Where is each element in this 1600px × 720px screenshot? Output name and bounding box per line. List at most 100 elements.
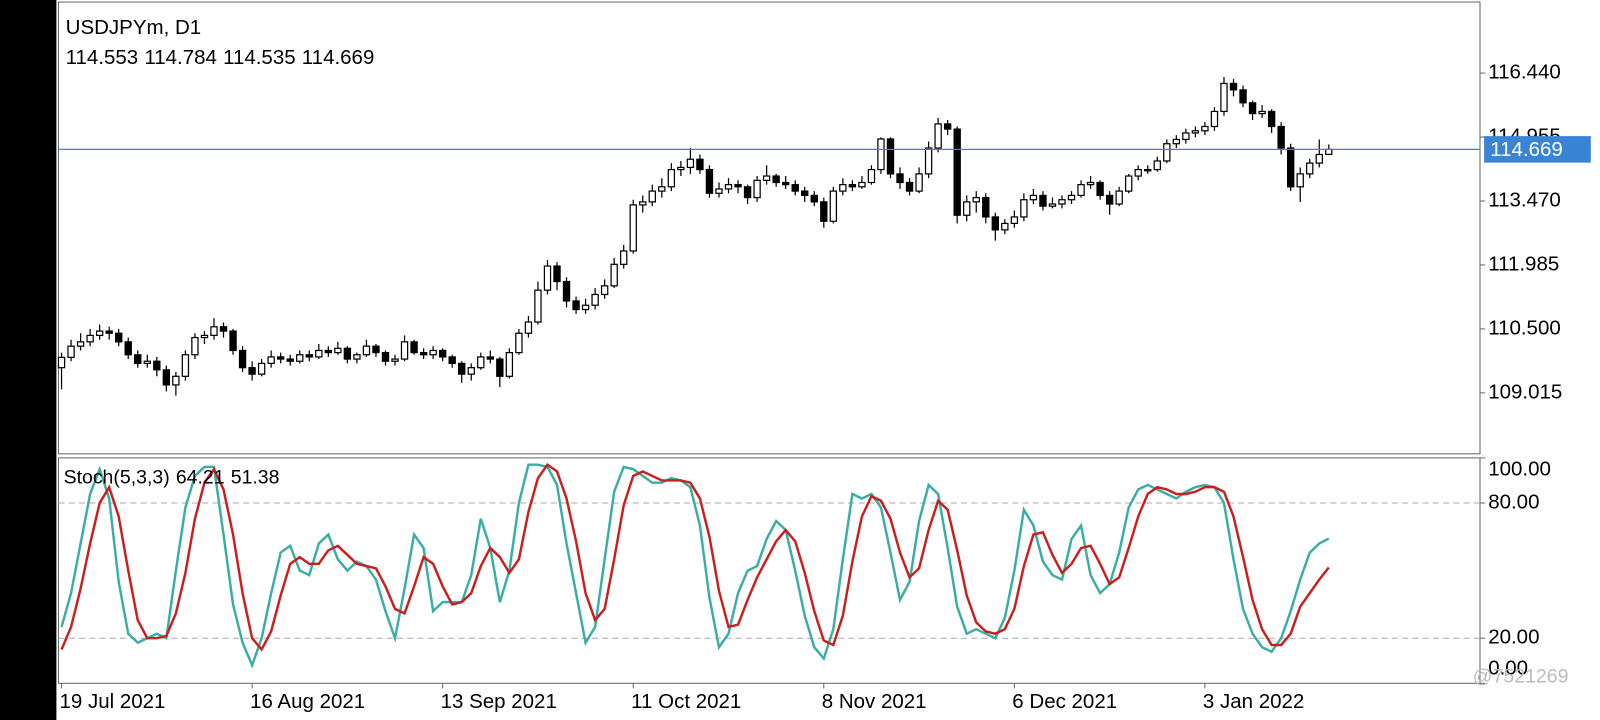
candle-body (372, 345, 380, 354)
candle-body (315, 349, 323, 358)
candle-body (686, 158, 695, 169)
candle-body (1029, 194, 1038, 201)
candle-body (1229, 82, 1238, 91)
candle-body (667, 168, 676, 188)
candle-body (591, 293, 599, 306)
candle-body (696, 158, 704, 171)
candle-body (343, 347, 352, 360)
x-tick-label: 11 Oct 2021 (631, 690, 741, 713)
candle-body (772, 175, 780, 184)
candle-body (105, 330, 113, 334)
candle-body (1020, 199, 1028, 218)
candle-body (705, 168, 714, 194)
candle-body (848, 184, 857, 188)
candle-body (734, 184, 742, 188)
candle-body (610, 263, 618, 287)
candle-body (677, 166, 685, 171)
candle-body (448, 356, 456, 364)
y-tick-label: 80.00 (1488, 490, 1539, 513)
candle-body (562, 280, 571, 302)
candle-body (791, 184, 799, 192)
candle-body (143, 360, 151, 364)
candle-body (1306, 162, 1314, 175)
candle-body (810, 194, 818, 203)
y-tick-label: 113.470 (1488, 188, 1561, 211)
candle-body (391, 358, 399, 362)
candle-body (429, 349, 437, 356)
candle-body (905, 181, 914, 192)
y-tick-label: 0.00 (1488, 656, 1528, 679)
candle-body (162, 369, 171, 386)
candle-body (629, 204, 637, 252)
candle-body (1248, 102, 1257, 115)
candle-body (1039, 194, 1047, 207)
x-tick-label: 13 Sep 2021 (441, 690, 557, 713)
candle-body (267, 356, 275, 364)
candle-body (1086, 181, 1095, 186)
candle-body (982, 196, 990, 218)
candle-body (896, 173, 904, 184)
candle-body (477, 356, 485, 369)
candle-body (219, 326, 228, 332)
candle-body (229, 330, 237, 352)
candle-body (820, 201, 828, 222)
candle-body (877, 138, 885, 171)
stoch-pane (57, 457, 1481, 684)
candle-body (467, 367, 475, 375)
candle-body (1210, 110, 1219, 128)
candle-body (886, 138, 895, 175)
candle-body (781, 181, 790, 186)
candle-body (1001, 222, 1009, 231)
candle-body (963, 201, 971, 216)
candle-body (1010, 216, 1019, 225)
candle-body (581, 304, 590, 311)
y-tick-label: 110.500 (1488, 316, 1561, 339)
candle-body (1267, 110, 1276, 128)
candle-body (600, 285, 609, 296)
candle-body (1258, 110, 1266, 115)
high-value: 114.784 (144, 47, 217, 70)
candle-body (1220, 82, 1228, 113)
candle-body (238, 349, 247, 369)
candle-body (153, 360, 161, 371)
watermark: @7521269 (1473, 665, 1569, 687)
candle-body (1115, 190, 1123, 205)
x-tick-label: 6 Dec 2021 (1012, 690, 1117, 713)
x-tick-label: 3 Jan 2022 (1203, 690, 1304, 713)
candle-body (334, 347, 342, 354)
candle-body (924, 147, 933, 175)
candle-body (505, 352, 514, 377)
candle-body (95, 330, 104, 336)
candle-body (400, 341, 409, 360)
y-tick-label: 111.985 (1488, 252, 1559, 275)
candle-body (1239, 89, 1247, 104)
candle-body (1286, 147, 1295, 188)
candle-body (1191, 130, 1200, 134)
candle-body (1144, 168, 1152, 172)
candle-body (553, 265, 561, 283)
candle-body (1134, 168, 1142, 177)
main-value: 64.21 (176, 466, 225, 488)
candle-body (353, 354, 361, 360)
x-tick-label: 8 Nov 2021 (822, 690, 927, 713)
candle-body (76, 341, 85, 347)
candle-body (648, 190, 656, 203)
indicator-name: Stoch(5,3,3) (64, 466, 170, 488)
candle-body (172, 375, 180, 386)
candle-body (620, 250, 628, 265)
close-value: 114.669 (302, 47, 375, 70)
candle-body (991, 216, 999, 231)
price-tag (1484, 136, 1591, 163)
x-tick-label: 16 Aug 2021 (250, 690, 365, 713)
candle-body (743, 186, 752, 199)
candle-body (1077, 184, 1085, 197)
candle-body (915, 173, 923, 192)
candle-body (753, 179, 761, 199)
candle-body (1163, 143, 1171, 162)
candle-body (658, 186, 666, 192)
candle-body (572, 300, 580, 311)
candle-body (86, 334, 94, 343)
price-pane (57, 1, 1481, 455)
candle-body (1058, 199, 1066, 205)
